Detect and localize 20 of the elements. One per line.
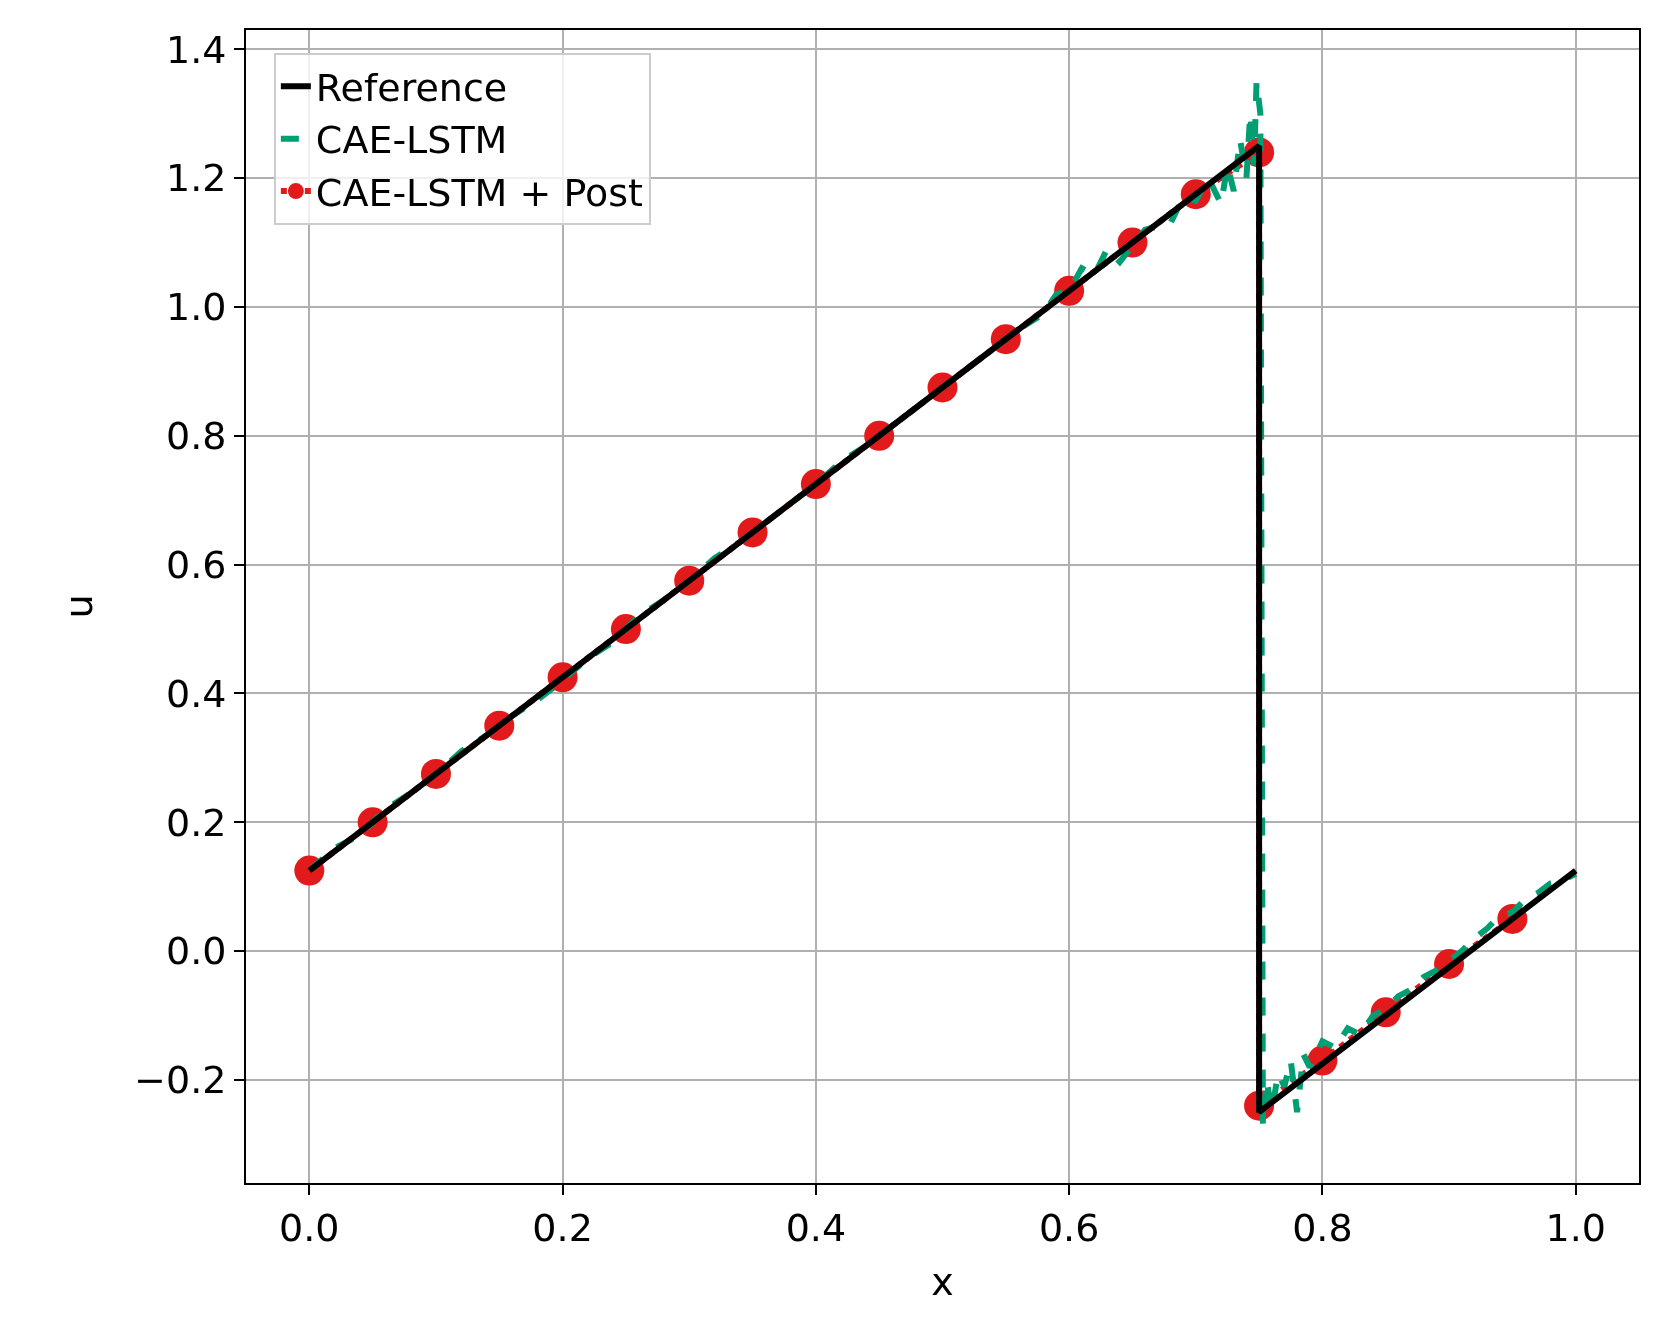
y-tick-label: 0.8 bbox=[165, 414, 227, 459]
y-tick-label: 0.0 bbox=[165, 929, 227, 974]
x-tick-label: 0.8 bbox=[1292, 1205, 1353, 1250]
y-tick-label: 1.4 bbox=[165, 27, 227, 72]
y-tick-label: 0.6 bbox=[165, 542, 227, 587]
x-axis-title: x bbox=[931, 1260, 954, 1305]
x-tick-label: 0.6 bbox=[1038, 1205, 1100, 1250]
x-tick-label: 1.0 bbox=[1545, 1205, 1606, 1250]
y-tick-label: 0.4 bbox=[165, 671, 227, 716]
x-tick-label: 0.4 bbox=[785, 1205, 847, 1250]
legend-label: CAE-LSTM + Post bbox=[315, 170, 643, 215]
y-tick-label: 0.2 bbox=[165, 800, 227, 845]
legend-label: Reference bbox=[315, 66, 508, 111]
y-tick-label: 1.2 bbox=[165, 156, 227, 201]
x-tick-label: 0.0 bbox=[279, 1205, 340, 1250]
y-axis-title: u bbox=[56, 594, 101, 619]
legend-label: CAE-LSTM bbox=[315, 118, 508, 163]
y-tick-label: −0.2 bbox=[134, 1058, 227, 1103]
y-tick-label: 1.0 bbox=[165, 285, 227, 330]
x-tick-label: 0.2 bbox=[532, 1205, 593, 1250]
